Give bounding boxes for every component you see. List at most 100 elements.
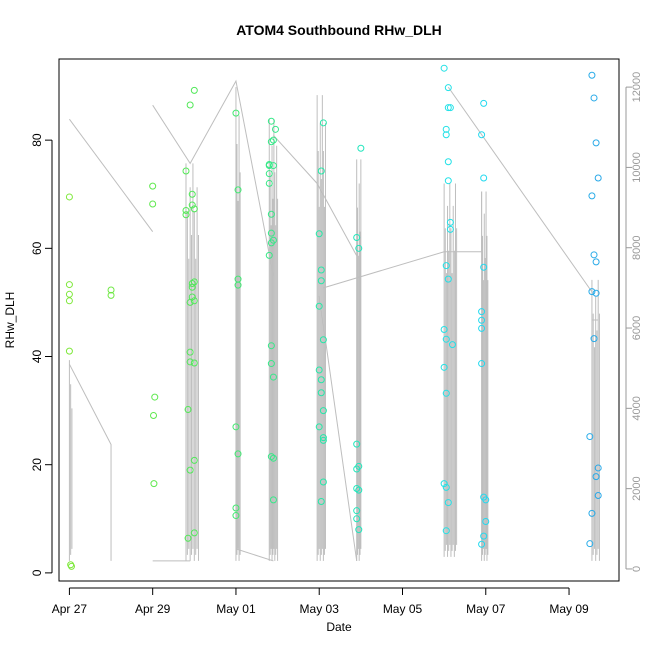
data-point bbox=[317, 497, 325, 505]
data-point bbox=[319, 407, 327, 415]
data-point bbox=[355, 244, 363, 252]
data-point bbox=[446, 104, 454, 112]
data-point bbox=[234, 450, 242, 458]
data-point bbox=[234, 281, 242, 289]
y-tick-label: 20 bbox=[30, 458, 44, 472]
data-point bbox=[594, 464, 602, 472]
data-point bbox=[446, 225, 454, 233]
data-point bbox=[353, 234, 361, 242]
data-point bbox=[478, 540, 486, 548]
y-right-tick-label: 2000 bbox=[631, 476, 643, 500]
data-point bbox=[588, 192, 596, 200]
data-point bbox=[588, 71, 596, 79]
data-point bbox=[448, 341, 456, 349]
data-point bbox=[265, 162, 273, 170]
data-point bbox=[267, 138, 275, 146]
data-point bbox=[442, 262, 450, 270]
data-point bbox=[65, 281, 73, 289]
y-axis-left: 0 20 40 60 80 bbox=[30, 133, 53, 576]
x-axis-label: Date bbox=[326, 620, 352, 634]
data-point bbox=[317, 389, 325, 397]
y-right-tick-label: 4000 bbox=[631, 396, 643, 420]
y-axis-label: RHw_DLH bbox=[3, 292, 17, 349]
plot-frame bbox=[58, 58, 620, 582]
data-point bbox=[317, 167, 325, 175]
x-tick-label: Apr 27 bbox=[52, 602, 88, 616]
data-point bbox=[232, 109, 240, 117]
data-point bbox=[442, 125, 450, 133]
trace-lines bbox=[68, 79, 600, 562]
data-point bbox=[355, 462, 363, 470]
data-point bbox=[480, 532, 488, 540]
data-point bbox=[478, 324, 486, 332]
data-point bbox=[190, 86, 198, 94]
y-right-tick-label: 0 bbox=[631, 566, 643, 572]
trace-line bbox=[273, 134, 358, 256]
data-point bbox=[592, 139, 600, 147]
data-point bbox=[269, 373, 277, 381]
chart-title: ATOM4 Southbound RHw_DLH bbox=[236, 22, 442, 38]
y-right-tick-label: 8000 bbox=[631, 235, 643, 259]
data-point bbox=[182, 211, 190, 219]
data-point bbox=[319, 434, 327, 442]
data-point bbox=[480, 99, 488, 107]
data-point bbox=[317, 266, 325, 274]
data-point bbox=[269, 236, 277, 244]
data-point bbox=[478, 131, 486, 139]
data-point bbox=[444, 177, 452, 185]
trace-line bbox=[69, 118, 154, 232]
data-point bbox=[267, 360, 275, 368]
trace-line bbox=[447, 86, 593, 293]
data-point bbox=[478, 308, 486, 316]
data-point bbox=[444, 104, 452, 112]
data-point bbox=[442, 483, 450, 491]
data-point bbox=[355, 486, 363, 494]
data-point bbox=[67, 562, 75, 570]
data-point bbox=[590, 335, 598, 343]
data-point bbox=[315, 366, 323, 374]
data-point bbox=[315, 230, 323, 238]
data-point bbox=[319, 336, 327, 344]
x-tick-label: May 09 bbox=[549, 602, 589, 616]
data-point bbox=[594, 174, 602, 182]
data-point bbox=[440, 363, 448, 371]
data-point bbox=[269, 496, 277, 504]
data-point bbox=[357, 144, 365, 152]
data-point bbox=[184, 534, 192, 542]
data-point bbox=[594, 492, 602, 500]
data-point bbox=[478, 316, 486, 324]
x-tick-label: May 05 bbox=[383, 602, 423, 616]
data-point bbox=[265, 251, 273, 259]
x-tick-label: May 01 bbox=[216, 602, 256, 616]
data-point bbox=[319, 478, 327, 486]
data-point bbox=[353, 507, 361, 515]
data-point bbox=[190, 205, 198, 213]
data-point bbox=[440, 480, 448, 488]
data-point bbox=[315, 302, 323, 310]
data-point bbox=[482, 517, 490, 525]
data-point bbox=[107, 291, 115, 299]
data-point bbox=[353, 515, 361, 523]
data-point bbox=[440, 325, 448, 333]
data-point bbox=[232, 512, 240, 520]
data-point bbox=[151, 393, 159, 401]
data-point bbox=[182, 206, 190, 214]
data-point bbox=[65, 290, 73, 298]
y-right-tick-label: 12000 bbox=[631, 72, 643, 103]
data-point bbox=[188, 293, 196, 301]
data-point bbox=[592, 289, 600, 297]
data-point bbox=[440, 64, 448, 72]
data-point bbox=[65, 297, 73, 305]
data-point bbox=[317, 376, 325, 384]
data-point bbox=[232, 504, 240, 512]
data-point bbox=[442, 389, 450, 397]
data-point bbox=[355, 526, 363, 534]
data-point bbox=[272, 125, 280, 133]
data-points bbox=[65, 64, 602, 570]
data-point bbox=[107, 286, 115, 294]
data-point bbox=[190, 297, 198, 305]
data-point bbox=[267, 342, 275, 350]
data-point bbox=[186, 101, 194, 109]
data-point bbox=[188, 279, 196, 287]
